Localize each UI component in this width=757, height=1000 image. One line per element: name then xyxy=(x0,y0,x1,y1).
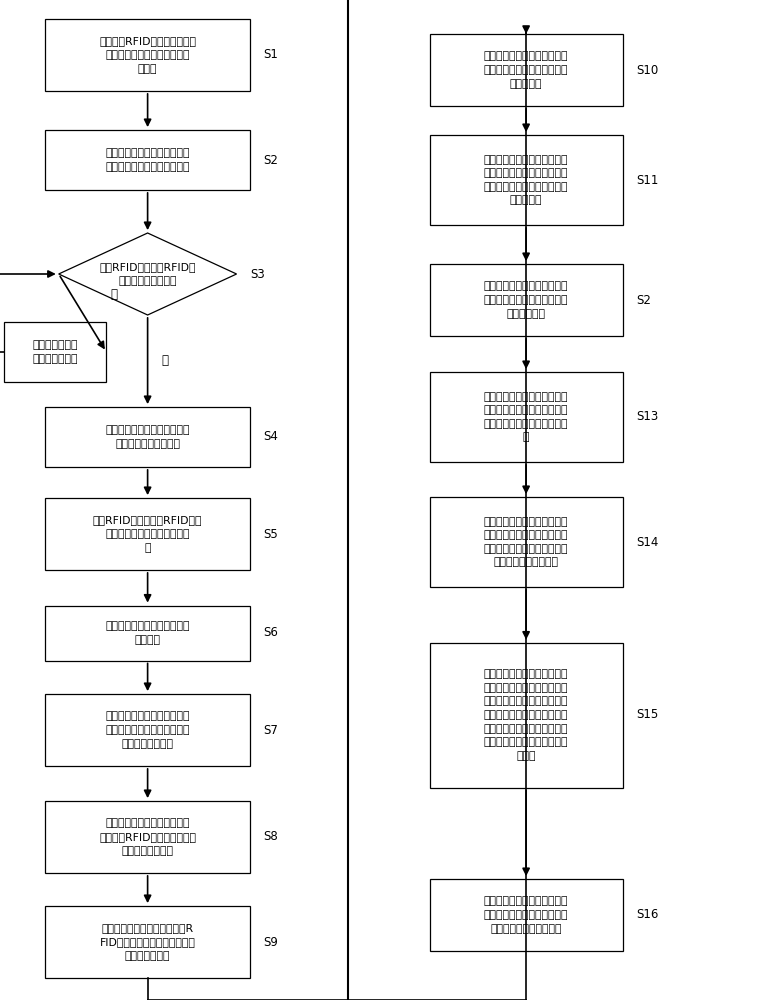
Text: 获取具有该蓝牙识别码的蓝牙
模块被车载蓝牙设备最后一次
搜索到的时刻: 获取具有该蓝牙识别码的蓝牙 模块被车载蓝牙设备最后一次 搜索到的时刻 xyxy=(484,281,569,319)
Text: 当蓝牙模块超过一定的时间没
有收到车载蓝牙设备发送的寻
呼指令时，关闭蓝牙模块: 当蓝牙模块超过一定的时间没 有收到车载蓝牙设备发送的寻 呼指令时，关闭蓝牙模块 xyxy=(484,896,569,934)
Text: S4: S4 xyxy=(263,430,279,444)
Text: 通过RFID读取器对RFID标
签的合法性进行验证: 通过RFID读取器对RFID标 签的合法性进行验证 xyxy=(99,262,196,286)
Text: 搜索车载蓝牙设备信号覆盖范
围内的蓝牙模块，并获取蓝牙
模块的蓝牙识别码: 搜索车载蓝牙设备信号覆盖范 围内的蓝牙模块，并获取蓝牙 模块的蓝牙识别码 xyxy=(105,711,190,749)
Bar xyxy=(429,879,622,951)
Bar xyxy=(429,497,622,587)
Bar xyxy=(45,407,250,467)
Text: S10: S10 xyxy=(636,64,659,77)
Text: S1: S1 xyxy=(263,48,279,62)
Text: 通过RFID读取器读取RFID标签
中存储的蓝牙模块的蓝牙识别
码: 通过RFID读取器读取RFID标签 中存储的蓝牙模块的蓝牙识别 码 xyxy=(93,515,202,553)
Bar xyxy=(429,135,622,225)
Text: 获取公交车在任一时刻的地理
位置坐标: 获取公交车在任一时刻的地理 位置坐标 xyxy=(105,621,190,645)
Text: S2: S2 xyxy=(636,294,651,306)
Bar xyxy=(45,130,250,190)
Text: 找出车载蓝牙设备搜到到的与R
FID读取器读取的蓝牙识别码相
同的蓝牙识别码: 找出车载蓝牙设备搜到到的与R FID读取器读取的蓝牙识别码相 同的蓝牙识别码 xyxy=(100,923,195,961)
Polygon shape xyxy=(59,233,236,315)
Text: 车载蓝牙设备向蓝牙模块发送
寻呼指令，蓝牙模块获取车载
蓝牙设备发送的寻呼指令后发
送应答指令: 车载蓝牙设备向蓝牙模块发送 寻呼指令，蓝牙模块获取车载 蓝牙设备发送的寻呼指令后… xyxy=(484,155,569,205)
Bar xyxy=(429,372,622,462)
Text: 将合法蓝牙模块的蓝牙识别码
、车载蓝牙设备的设备地址以
及该蓝牙模块随公交车行驶的
距离发送给远程服务器: 将合法蓝牙模块的蓝牙识别码 、车载蓝牙设备的设备地址以 及该蓝牙模块随公交车行驶… xyxy=(484,517,569,567)
Text: 是: 是 xyxy=(161,355,168,367)
Bar xyxy=(4,322,106,382)
Text: S13: S13 xyxy=(636,410,659,424)
Text: 将蓝牙模块的蓝牙识别码与代
表乘客身份的扣费账户相绑定: 将蓝牙模块的蓝牙识别码与代 表乘客身份的扣费账户相绑定 xyxy=(105,148,190,172)
Text: S9: S9 xyxy=(263,936,279,948)
Text: 计算车载蓝牙设备第一次到最
后一次搜索到同一合法蓝牙模
块的时间段内公交车行驶的距
离: 计算车载蓝牙设备第一次到最 后一次搜索到同一合法蓝牙模 块的时间段内公交车行驶的… xyxy=(484,392,569,442)
Text: S7: S7 xyxy=(263,724,279,736)
Bar xyxy=(45,19,250,91)
Text: 将车载蓝牙设备获取到的蓝牙
识别码与RFID读取器读取的蓝
牙识别码进行比较: 将车载蓝牙设备获取到的蓝牙 识别码与RFID读取器读取的蓝 牙识别码进行比较 xyxy=(99,818,196,856)
Text: 根据蓝牙模块随公交车行驶的
距离、公交车上的车载蓝牙设
备的设备地址以及蓝牙模块的
蓝牙识别码计算与该距离对应
的乘车费用，并从与该蓝牙模
块的蓝牙识别码相绑定: 根据蓝牙模块随公交车行驶的 距离、公交车上的车载蓝牙设 备的设备地址以及蓝牙模块… xyxy=(484,669,569,761)
Bar xyxy=(45,694,250,766)
Text: S3: S3 xyxy=(250,267,265,280)
Bar xyxy=(429,643,622,788)
Text: S8: S8 xyxy=(263,830,278,844)
Text: 将合法的RFID标签与蓝牙模块
通过电性号连接起来并且封装
在一起: 将合法的RFID标签与蓝牙模块 通过电性号连接起来并且封装 在一起 xyxy=(99,36,196,74)
Text: 否: 否 xyxy=(111,288,117,300)
Bar xyxy=(45,906,250,978)
Text: S11: S11 xyxy=(636,174,659,186)
Text: 通过声音或者视
觉信号作出指示: 通过声音或者视 觉信号作出指示 xyxy=(33,340,78,364)
Text: 通过声音或者视觉信号作出提
出，控制蓝牙模块开启: 通过声音或者视觉信号作出提 出，控制蓝牙模块开启 xyxy=(105,425,190,449)
Text: 获取具有该蓝牙识别码的蓝牙
模块被车载蓝牙设备第一次搜
索到的时刻: 获取具有该蓝牙识别码的蓝牙 模块被车载蓝牙设备第一次搜 索到的时刻 xyxy=(484,51,569,89)
Bar xyxy=(429,34,622,106)
Text: S6: S6 xyxy=(263,626,279,640)
Text: S2: S2 xyxy=(263,153,279,166)
Text: S14: S14 xyxy=(636,536,659,548)
Bar xyxy=(45,606,250,661)
Text: S15: S15 xyxy=(636,708,659,722)
Bar xyxy=(429,264,622,336)
Bar xyxy=(45,498,250,570)
Bar xyxy=(45,801,250,873)
Text: S5: S5 xyxy=(263,528,278,540)
Text: S16: S16 xyxy=(636,908,659,922)
